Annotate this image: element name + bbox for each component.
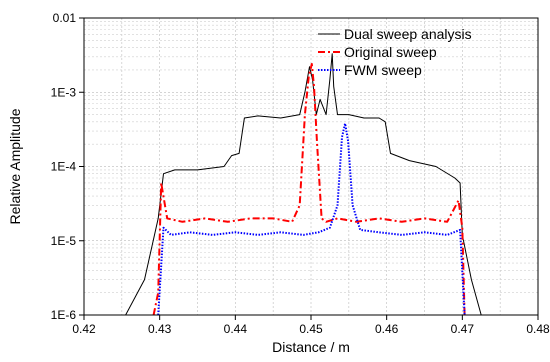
x-tick-label: 0.42: [72, 322, 96, 336]
series-layer: [125, 53, 482, 316]
x-tick-label: 0.44: [224, 322, 248, 336]
y-axis-title: Relative Amplitude: [7, 108, 23, 224]
y-tick-label: 1E-5: [51, 234, 77, 248]
legend-label: Dual sweep analysis: [344, 26, 472, 42]
y-tick-label: 1E-6: [51, 308, 77, 322]
x-axis-title: Distance / m: [272, 339, 350, 355]
x-tick-label: 0.45: [299, 322, 323, 336]
series-line: [125, 53, 482, 316]
ticks: 0.42 0.43 0.44 0.45 0.46 0.47 0.48 1E-6 1E-5 1E-4…: [51, 11, 550, 336]
y-tick-label: 1E-4: [51, 160, 77, 174]
legend-label: Original sweep: [344, 44, 437, 60]
x-tick-label: 0.48: [526, 322, 550, 336]
legend-label: FWM sweep: [344, 62, 422, 78]
y-tick-label: 0.01: [53, 11, 77, 25]
x-tick-label: 0.47: [451, 322, 475, 336]
x-tick-label: 0.46: [375, 322, 399, 336]
series-line: [152, 63, 466, 316]
x-tick-label: 0.43: [148, 322, 172, 336]
y-tick-label: 1E-3: [51, 85, 77, 99]
legend: Dual sweep analysis Original sweep FWM swe…: [318, 26, 472, 78]
series-line: [157, 122, 466, 316]
